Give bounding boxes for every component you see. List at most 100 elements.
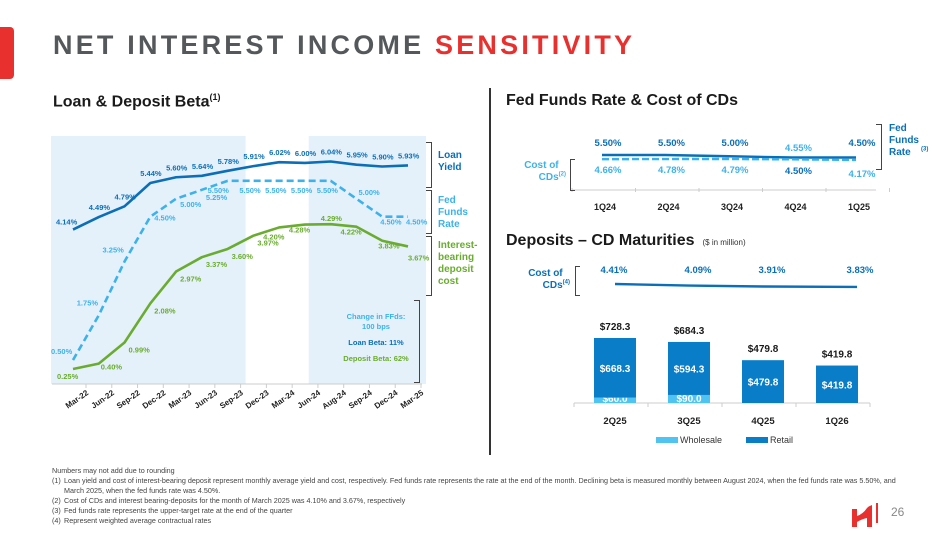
left-title-sup: (1)	[209, 92, 221, 102]
callout-change: Change in FFds:	[346, 312, 406, 321]
maturity-cost-label: 4.41%	[601, 265, 628, 276]
x-tick-label: 3Q24	[721, 202, 743, 212]
legend-deposit-cost: Interest-bearing deposit cost	[438, 240, 478, 287]
footnote-num: (3)	[52, 506, 61, 515]
data-label: 5.93%	[398, 151, 420, 160]
wholesale-swatch	[656, 437, 678, 443]
footnote-2: (2) Cost of CDs and interest bearing-depo…	[52, 496, 912, 506]
data-label: 5.64%	[192, 162, 214, 171]
shaded-period-2	[308, 136, 426, 384]
wholesale-label: Wholesale	[680, 435, 723, 445]
x-tick-label: Mar-24	[270, 388, 297, 410]
data-label: 1.75%	[77, 298, 99, 307]
title-highlight: SENSITIVITY	[435, 30, 636, 60]
data-label: 5.50%	[291, 186, 313, 195]
callout-loan-beta: Loan Beta: 11%	[348, 338, 404, 347]
x-tick-label: 1Q24	[594, 202, 616, 212]
cost-cds-label: 4.17%	[849, 169, 876, 180]
data-label: 4.29%	[321, 214, 343, 223]
bar-wholesale-label: $60.0	[602, 394, 627, 405]
data-label: 6.02%	[269, 148, 291, 157]
retail-label: Retail	[770, 435, 794, 445]
data-label: 0.99%	[129, 346, 151, 355]
fed-funds-label: 5.50%	[658, 138, 685, 149]
footnote-text: Fed funds rate represents the upper-targ…	[64, 506, 293, 515]
series-line-interest-bearing-deposit-cost	[72, 222, 409, 371]
x-tick-label: Sep-22	[115, 388, 142, 411]
data-label: 3.25%	[103, 246, 125, 255]
bar-wholesale-label: $90.0	[676, 394, 701, 405]
callout-bracket	[414, 300, 420, 383]
data-label: 5.00%	[180, 200, 202, 209]
x-tick-label: Jun-23	[193, 388, 220, 410]
data-label: 0.50%	[51, 347, 73, 356]
data-label: 5.25%	[206, 193, 228, 202]
data-label: 4.49%	[89, 203, 111, 212]
data-label: 5.50%	[265, 186, 287, 195]
fed-funds-label: 4.50%	[849, 138, 876, 149]
maturity-cost-cds-text: Cost of CDs	[528, 268, 563, 291]
data-label: 6.04%	[321, 147, 343, 156]
company-logo-icon	[852, 505, 872, 527]
data-label: 4.14%	[56, 218, 78, 227]
x-tick-label: 1Q25	[848, 202, 870, 212]
data-label: 2.97%	[180, 275, 202, 284]
x-tick-label: Dec-24	[373, 388, 400, 411]
fed-funds-rate-bracket	[876, 124, 882, 170]
legend-loan-yield: Loan Yield	[438, 150, 462, 173]
cost-cds-label: 4.79%	[722, 165, 749, 176]
data-label: 5.90%	[372, 153, 394, 162]
x-tick-label: 4Q25	[751, 416, 775, 427]
data-label: 4.28%	[289, 226, 311, 235]
bar-total-label: $728.3	[600, 322, 631, 333]
footnote-1: (1) Loan yield and cost of interest-beari…	[52, 476, 912, 496]
maturity-cost-cds-sup: (4)	[562, 279, 570, 286]
bar-total-label: $684.3	[674, 326, 705, 337]
beta-callout: Change in FFds: 100 bps Loan Beta: 11% D…	[332, 312, 420, 364]
data-label: 4.50%	[406, 218, 428, 227]
page-number: 26	[891, 505, 905, 519]
bar-retail-label: $668.3	[600, 364, 631, 375]
fed-funds-bracket	[426, 190, 432, 234]
footnote-num: (1)	[52, 476, 61, 485]
data-label: 4.22%	[340, 228, 362, 237]
right-bottom-subtitle: ($ in million)	[702, 238, 746, 247]
data-label: 0.40%	[101, 363, 123, 372]
footnote-3: (3) Fed funds rate represents the upper-t…	[52, 506, 912, 516]
bar-total-label: $419.8	[822, 350, 853, 361]
bar-retail	[668, 341, 710, 395]
data-label: 5.95%	[346, 151, 368, 160]
data-label: 4.50%	[154, 214, 176, 223]
data-label: 3.67%	[408, 253, 430, 262]
legend-wholesale: Wholesale	[656, 435, 722, 445]
footnote-text: Cost of CDs and interest bearing-deposit…	[64, 496, 406, 505]
legend-fed-funds: Fed Funds Rate	[438, 195, 468, 230]
fed-funds-label: 5.00%	[722, 138, 749, 149]
bar-retail	[742, 360, 784, 403]
right-bottom-title-text: Deposits – CD Maturities	[506, 232, 695, 249]
data-label: 4.20%	[263, 232, 285, 241]
right-top-title-text: Fed Funds Rate & Cost of CDs	[506, 92, 739, 109]
data-label: 3.60%	[232, 252, 254, 261]
bar-wholesale	[668, 394, 710, 403]
data-label: 5.50%	[208, 186, 230, 195]
cost-cds-label: 4.78%	[658, 165, 685, 176]
x-tick-label: 4Q24	[784, 202, 806, 212]
x-tick-label: Aug-24	[320, 388, 348, 411]
data-label: 4.50%	[380, 218, 402, 227]
fed-funds-line	[602, 153, 856, 159]
shaded-period-1	[51, 136, 246, 384]
footnote-text: Loan yield and cost of interest-bearing …	[64, 476, 896, 495]
bar-total-label: $479.8	[748, 344, 779, 355]
data-label: 5.44%	[140, 169, 162, 178]
footnote-num: (4)	[52, 516, 61, 525]
bar-retail-label: $594.3	[674, 364, 705, 375]
data-label: 2.08%	[154, 306, 176, 315]
x-tick-label: 2Q25	[603, 416, 627, 427]
deposit-cost-bracket	[426, 236, 432, 296]
maturity-cost-label: 3.91%	[759, 265, 786, 276]
cost-cds-maturity-bracket	[575, 266, 580, 296]
title-main: NET INTEREST INCOME	[53, 30, 436, 60]
maturity-cost-label: 4.09%	[685, 265, 712, 276]
